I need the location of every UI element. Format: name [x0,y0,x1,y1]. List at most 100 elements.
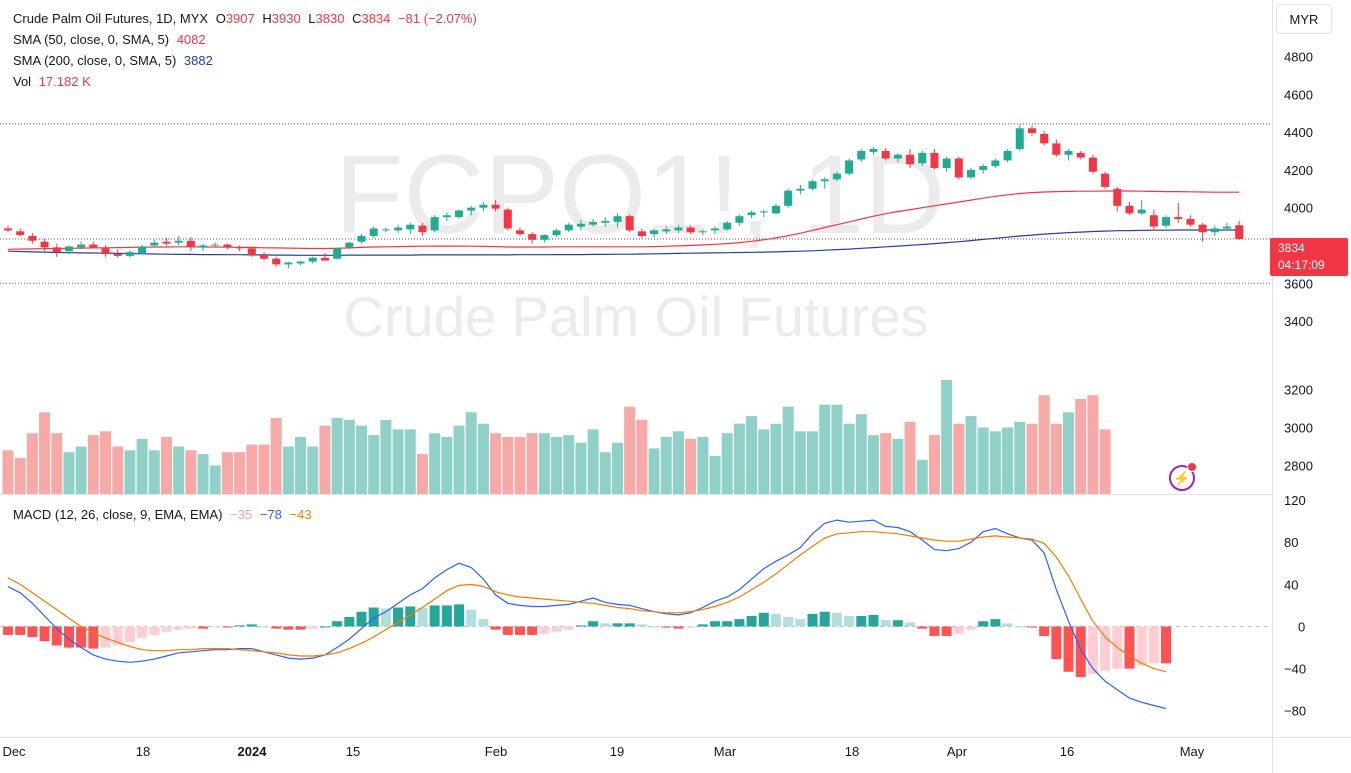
candle-body [479,204,488,208]
candle-body [662,229,671,232]
candle-body [869,149,878,152]
candle-body [845,160,854,174]
candle-body [930,152,939,168]
volume-tick-label: 2800 [1284,459,1313,474]
sma200-label: SMA (200, close, 0, SMA, 5) [13,53,177,68]
candle-body [406,224,415,230]
volume-bar [1087,395,1099,494]
candle-body [1027,128,1036,134]
volume-bar [624,406,636,494]
macd-histogram-bar [307,626,318,629]
macd-histogram-bar [454,604,465,627]
candle-body [1052,143,1061,155]
macd-histogram-bar [149,626,160,635]
macd-histogram-bar [319,626,330,628]
volume-bar [648,448,660,494]
time-tick-label: 16 [1060,744,1074,759]
macd-histogram-bar [51,626,62,646]
macd-histogram-bar [539,626,550,634]
volume-bar [880,433,892,494]
candle-body [637,231,646,237]
candle-body [113,253,122,256]
volume-bar [295,437,307,494]
macd-histogram-bar [941,626,952,636]
macd-histogram-bar [1075,626,1086,678]
sma50-legend: SMA (50, close, 0, SMA, 5) 4082 [13,32,210,47]
macd-histogram-bar [124,626,135,643]
macd-histogram-bar [917,626,928,629]
macd-histogram-bar [758,612,769,627]
macd-histogram-bar [527,626,538,635]
macd-histogram-bar [563,626,574,630]
volume-bar [953,423,965,494]
macd-legend: MACD (12, 26, close, 9, EMA, EMA) −35 −7… [13,507,316,522]
candle-body [967,169,976,178]
candle-body [1186,219,1195,225]
volume-bar [770,423,782,494]
macd-histogram-bar [649,626,660,628]
volume-bar [380,419,392,494]
time-tick-label: Apr [947,744,968,759]
macd-histogram-bar [441,605,452,627]
sma-lines [7,190,1240,256]
volume-bar [368,435,380,494]
macd-histogram-bar [844,615,855,627]
macd-histogram-bar [112,626,123,646]
volume-bar [538,433,550,494]
volume-bar [904,421,916,494]
candle-body [576,223,585,227]
macd-tick-label: 120 [1284,493,1306,508]
macd-histogram-bar [271,626,282,629]
currency-button[interactable]: MYR [1276,4,1332,34]
price-tick-label: 4800 [1284,49,1313,64]
macd-histogram-bar [210,626,221,628]
macd-histogram-bar [722,621,733,627]
macd-histogram-bar [612,623,623,627]
volume-bar [234,452,246,494]
macd-histogram-bar [770,613,781,627]
candle-body [515,230,524,235]
candle-body [40,241,49,248]
candle-body [942,158,951,168]
macd-histogram-bar [380,608,391,627]
volume-bar [843,423,855,494]
candle-body [759,211,768,213]
candle-body [747,212,756,216]
macd-histogram-bar [490,626,501,630]
macd-histogram-bar [575,625,586,627]
last-price-tag: 3834 04:17:09 [1270,238,1348,276]
macd-histogram-bar [466,609,477,627]
volume-tick-label: 3200 [1284,383,1313,398]
candle-body [77,244,86,248]
volume-bar [197,454,209,494]
candle-body [89,244,98,248]
candle-body [540,235,549,240]
macd-histogram-bar [868,614,879,627]
volume-bar [1002,427,1014,494]
volume-bar [575,442,587,494]
candle-body [686,227,695,233]
close-value: 3834 [361,11,391,26]
macd-histogram-bar [283,626,294,630]
macd-histogram-bar [929,626,940,636]
volume-bar [782,406,794,494]
candle-body [1040,133,1049,144]
volume-bar [819,404,831,494]
macd-histogram-bar [332,621,343,627]
macd-histogram-bar [405,606,416,627]
volume-bar [441,437,453,494]
macd-histogram-bar [502,626,513,635]
macd-line [7,519,1167,710]
volume-bar [1063,412,1075,494]
macd-histogram-bar [1063,626,1074,672]
macd-hist-value: −35 [230,507,253,522]
volume-bar [794,431,806,494]
candle-body [394,227,403,231]
candle-body [272,258,281,265]
price-tick-label: 4200 [1284,163,1313,178]
macd-tick-label: −80 [1284,704,1306,719]
macd-histogram-bar [600,623,611,627]
candle-body [223,244,232,248]
candle-body [467,207,476,211]
